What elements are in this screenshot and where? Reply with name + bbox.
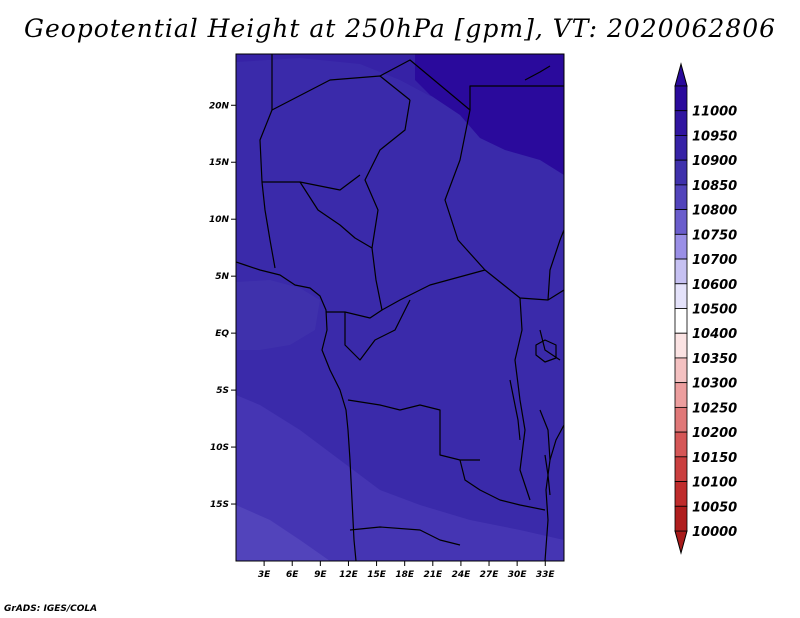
border-angola bbox=[347, 399, 480, 461]
longitude-axis: 3E 6E 9E 12E 15E 18E 21E 24E 27E 30E 33E bbox=[258, 561, 556, 580]
map-frame bbox=[235, 53, 565, 562]
colorbar-swatch bbox=[674, 431, 688, 458]
colorbar-label: 10750 bbox=[692, 228, 737, 243]
border-sudan-east bbox=[444, 109, 564, 301]
border-sahara-north bbox=[271, 54, 411, 111]
map-title: Geopotential Height at 250hPa [gpm], VT:… bbox=[23, 14, 777, 43]
colorbar-label: 10200 bbox=[692, 426, 737, 441]
colorbar-label: 10100 bbox=[692, 476, 737, 491]
border-chad-sudan bbox=[364, 99, 411, 249]
colorbar-swatch bbox=[674, 258, 688, 285]
colorbar-swatch bbox=[674, 283, 688, 309]
colorbar-swatch bbox=[674, 308, 688, 334]
colorbar-swatch bbox=[674, 505, 688, 532]
colorbar-label: 10400 bbox=[692, 327, 737, 342]
lon-tick-label: 21E bbox=[423, 570, 443, 580]
border-car bbox=[371, 247, 486, 311]
lat-tick-label: EQ bbox=[215, 329, 229, 339]
lon-tick-label: 9E bbox=[314, 570, 327, 580]
field-region-gulf-of-guinea bbox=[236, 280, 320, 350]
field-region-southwest bbox=[236, 395, 564, 561]
coastline-red-sea bbox=[524, 65, 551, 81]
latitude-axis: 20N 15N 10N 5N EQ 5S 10S 15S bbox=[209, 101, 236, 510]
colorbar-swatch bbox=[674, 481, 688, 507]
border-kenya-tanzania bbox=[539, 329, 561, 461]
lat-tick-label: 15N bbox=[209, 158, 230, 168]
colorbar-over-cap bbox=[674, 62, 688, 87]
border-east-highlands bbox=[547, 229, 564, 301]
colorbar-swatch bbox=[674, 406, 688, 433]
colorbar-swatch bbox=[674, 184, 688, 211]
border-angola-south bbox=[349, 526, 461, 546]
lake-malawi bbox=[544, 454, 551, 496]
political-boundaries bbox=[236, 54, 564, 561]
colorbar-label: 11000 bbox=[692, 105, 737, 120]
colorbar-label: 10150 bbox=[692, 451, 737, 466]
border-zambia bbox=[459, 459, 546, 511]
colorbar-under-cap bbox=[674, 530, 688, 555]
lat-tick-label: 5N bbox=[215, 272, 229, 282]
lat-tick-label: 10S bbox=[210, 443, 229, 453]
lon-tick-label: 24E bbox=[452, 570, 472, 580]
colorbar-label: 10050 bbox=[692, 500, 737, 515]
colorbar-label: 10850 bbox=[692, 179, 737, 194]
colorbar-swatch bbox=[674, 456, 688, 482]
lon-tick-label: 15E bbox=[367, 570, 387, 580]
field-region-southwest-edge bbox=[236, 505, 330, 561]
lon-tick-label: 3E bbox=[258, 570, 271, 580]
border-drc-east bbox=[514, 297, 531, 501]
colorbar-swatch bbox=[674, 332, 688, 359]
lon-tick-label: 33E bbox=[536, 570, 556, 580]
colorbar-label: 10900 bbox=[692, 154, 737, 169]
colorbar-swatch bbox=[674, 357, 688, 384]
credit-text: GrADS: IGES/COLA bbox=[4, 604, 98, 614]
colorbar-swatch bbox=[674, 110, 688, 136]
colorbar-label: 10800 bbox=[692, 204, 737, 219]
colorbar-swatch bbox=[674, 85, 688, 112]
colorbar-label: 10300 bbox=[692, 377, 737, 392]
colorbar-label: 10000 bbox=[692, 525, 737, 540]
colorbar-label: 10700 bbox=[692, 253, 737, 268]
border-congo-drc bbox=[344, 299, 411, 361]
height-field bbox=[236, 54, 564, 561]
lake-victoria bbox=[535, 339, 557, 363]
border-cameroon-gabon bbox=[326, 309, 383, 319]
lat-tick-label: 10N bbox=[209, 215, 230, 225]
colorbar-swatch bbox=[674, 135, 688, 161]
lat-tick-label: 5S bbox=[216, 386, 229, 396]
lon-tick-label: 18E bbox=[395, 570, 415, 580]
colorbar-label: 10250 bbox=[692, 401, 737, 416]
lon-tick-label: 6E bbox=[286, 570, 299, 580]
lon-tick-label: 12E bbox=[339, 570, 359, 580]
colorbar-swatch bbox=[674, 233, 688, 260]
colorbar: 11000 10950 10900 10850 10800 10750 10700 10600… bbox=[674, 62, 737, 555]
colorbar-label: 10500 bbox=[692, 303, 737, 318]
colorbar-label: 10950 bbox=[692, 129, 737, 144]
lon-tick-label: 30E bbox=[508, 570, 528, 580]
coastline-west-africa bbox=[236, 261, 357, 561]
colorbar-swatch bbox=[674, 159, 688, 186]
lon-tick-label: 27E bbox=[480, 570, 500, 580]
colorbar-label: 10600 bbox=[692, 278, 737, 293]
colorbar-swatch bbox=[674, 209, 688, 235]
lake-tanganyika bbox=[509, 379, 521, 441]
border-nigeria bbox=[261, 181, 373, 269]
field-region-northeast bbox=[415, 54, 564, 175]
lat-tick-label: 20N bbox=[209, 101, 230, 111]
border-niger-chad bbox=[259, 109, 361, 191]
lat-tick-label: 15S bbox=[210, 500, 229, 510]
colorbar-swatch bbox=[674, 382, 688, 408]
colorbar-label: 10350 bbox=[692, 352, 737, 367]
